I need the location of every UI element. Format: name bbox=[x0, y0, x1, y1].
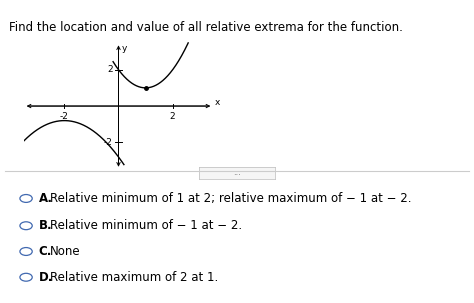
Text: -2: -2 bbox=[60, 112, 69, 121]
Text: 2: 2 bbox=[170, 112, 175, 121]
Text: y: y bbox=[122, 44, 127, 53]
Text: Relative minimum of − 1 at − 2.: Relative minimum of − 1 at − 2. bbox=[50, 219, 242, 232]
Text: None: None bbox=[50, 245, 81, 258]
Text: Relative minimum of 1 at 2; relative maximum of − 1 at − 2.: Relative minimum of 1 at 2; relative max… bbox=[50, 192, 411, 205]
Text: C.: C. bbox=[39, 245, 52, 258]
Text: B.: B. bbox=[39, 219, 53, 232]
Text: Find the location and value of all relative extrema for the function.: Find the location and value of all relat… bbox=[9, 21, 403, 34]
Text: A.: A. bbox=[39, 192, 53, 205]
Text: Relative maximum of 2 at 1.: Relative maximum of 2 at 1. bbox=[50, 271, 218, 284]
Text: ...: ... bbox=[233, 168, 241, 177]
Text: D.: D. bbox=[39, 271, 53, 284]
Text: -2: -2 bbox=[104, 138, 112, 147]
Text: x: x bbox=[215, 98, 220, 107]
Text: 2: 2 bbox=[107, 65, 112, 74]
